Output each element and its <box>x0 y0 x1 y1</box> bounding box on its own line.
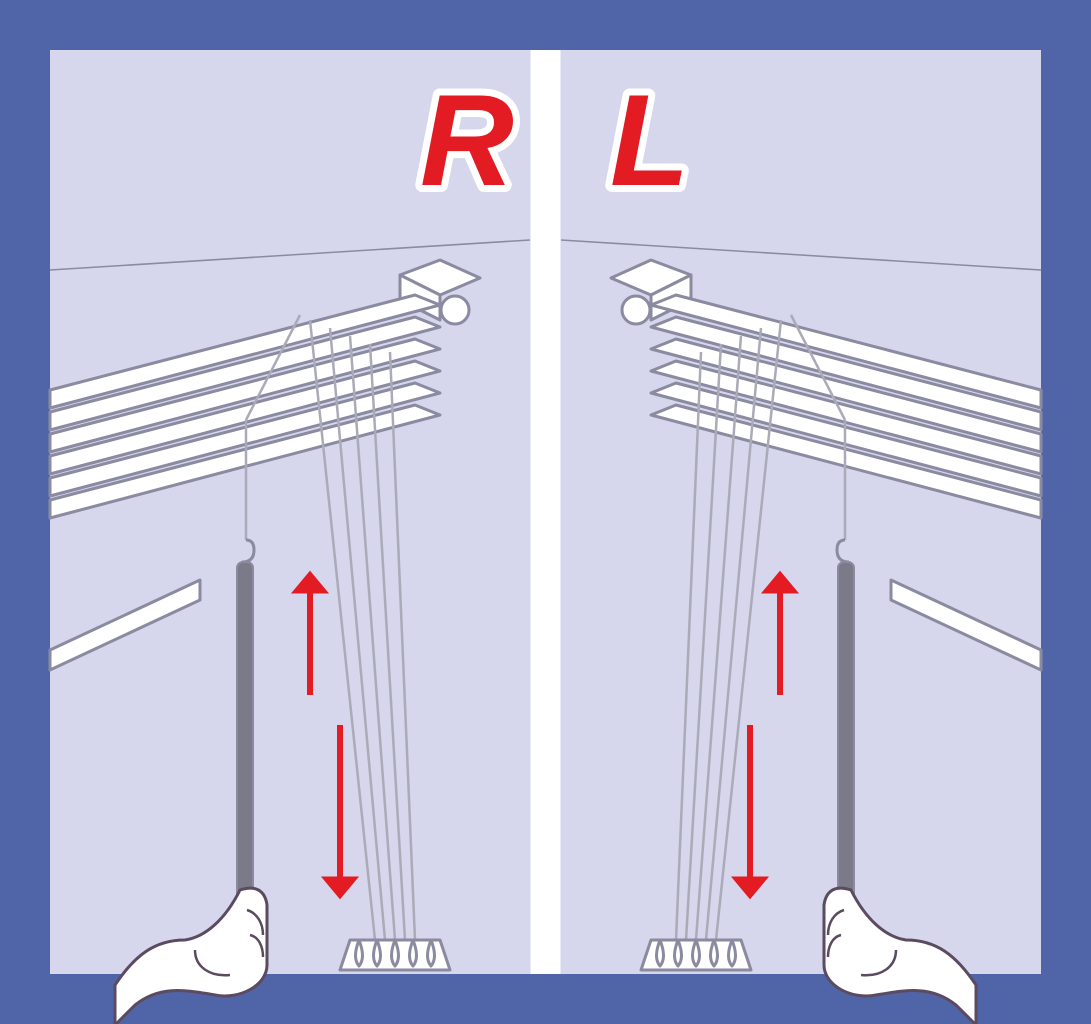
diagram-frame: R <box>0 0 1091 1024</box>
cord-cleat <box>641 940 751 970</box>
label-r: R <box>420 67 514 213</box>
label-l: L <box>610 67 689 213</box>
center-divider <box>531 50 561 974</box>
cord-cleat <box>340 940 450 970</box>
